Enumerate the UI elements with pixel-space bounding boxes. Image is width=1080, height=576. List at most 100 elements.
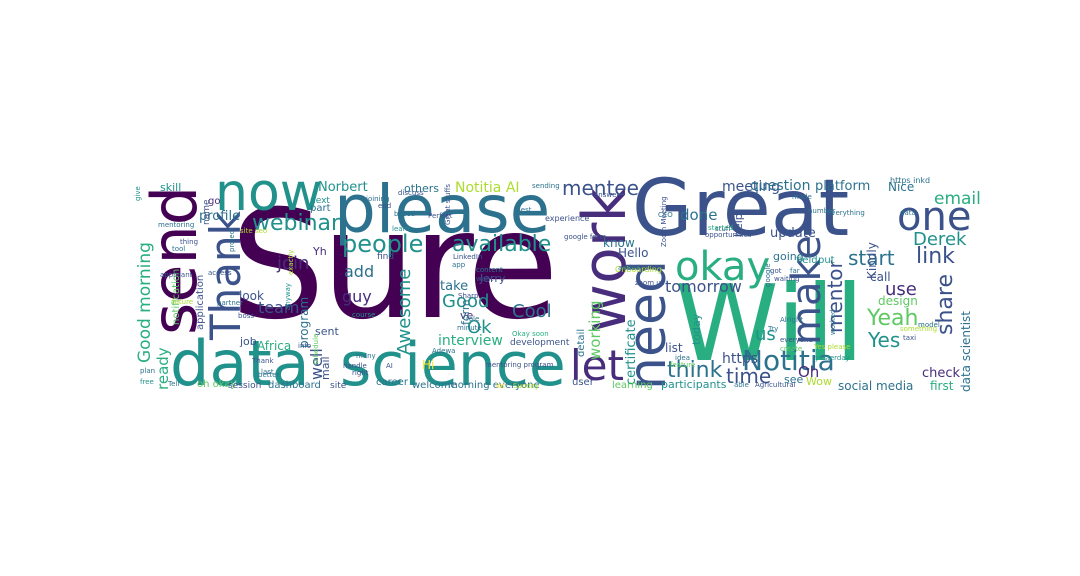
word: dashboard xyxy=(268,380,321,391)
word: opportunities xyxy=(705,231,752,239)
word: Good morning xyxy=(135,242,155,363)
word: user xyxy=(572,377,595,388)
word: skill xyxy=(160,181,181,194)
word: handle xyxy=(343,362,367,370)
word: number xyxy=(808,207,835,215)
word: Africa xyxy=(257,339,291,353)
word: us xyxy=(755,324,776,345)
word: Adewa xyxy=(432,347,455,355)
word: session xyxy=(228,381,261,391)
word: platform xyxy=(815,179,870,194)
word: waiting xyxy=(774,275,800,283)
word: last xyxy=(261,368,274,376)
word: worked xyxy=(829,310,837,335)
word: time xyxy=(726,364,771,388)
word: put xyxy=(818,255,835,266)
word: future xyxy=(172,298,193,306)
word: Sunday xyxy=(513,382,539,390)
word: experience xyxy=(545,214,589,223)
word: Sure xyxy=(230,179,555,353)
word: available xyxy=(452,232,551,257)
word: Alright xyxy=(780,316,803,324)
word: site xyxy=(330,381,347,391)
word: Onboarding xyxy=(615,265,662,274)
word: role xyxy=(466,315,479,323)
word: Great xyxy=(632,164,849,254)
word: let xyxy=(570,341,624,390)
word: use xyxy=(885,279,917,300)
word: Agricultural xyxy=(755,381,796,389)
word: yesterday xyxy=(815,354,850,362)
word: science xyxy=(340,330,566,395)
word: content xyxy=(476,266,503,274)
word: profile xyxy=(199,209,240,224)
word: list xyxy=(665,341,683,355)
word: mentoring program xyxy=(485,361,554,369)
word: learning xyxy=(612,380,653,391)
word: done xyxy=(680,206,717,224)
word: started xyxy=(708,224,733,232)
word: minute xyxy=(457,324,482,332)
word: made xyxy=(792,193,812,201)
word: https inkd xyxy=(890,176,930,185)
word: google xyxy=(764,263,772,287)
word: taxi xyxy=(903,334,916,342)
word: email xyxy=(934,189,981,209)
word: mentor xyxy=(823,259,847,333)
word: team xyxy=(258,298,300,317)
word: able xyxy=(734,381,749,389)
word: Awesome xyxy=(394,269,415,355)
word: tomorrow xyxy=(665,277,742,296)
word: create xyxy=(780,345,802,353)
word: job xyxy=(239,335,257,348)
word: far xyxy=(790,267,800,275)
word: Thank xyxy=(201,210,250,341)
word: lot xyxy=(496,382,505,390)
word: give xyxy=(134,186,142,201)
word: sending xyxy=(532,182,560,190)
word: sent xyxy=(315,325,339,338)
word: others xyxy=(404,182,439,195)
word: webinar xyxy=(252,211,341,236)
word: tool xyxy=(172,245,185,253)
word: morning everyone xyxy=(448,380,540,391)
word: one xyxy=(897,194,971,240)
word: plan xyxy=(140,367,155,375)
word: mentee xyxy=(562,176,639,200)
word: working xyxy=(586,301,604,361)
word-cloud-canvas: Sure Will Great send please data science… xyxy=(134,163,981,395)
word: something xyxy=(900,325,937,333)
word: next xyxy=(310,196,330,206)
word: answer xyxy=(594,191,619,199)
word: notification xyxy=(171,269,182,325)
word: discuss xyxy=(398,189,424,197)
word: well xyxy=(307,348,326,380)
word: help xyxy=(732,213,745,237)
word: Best xyxy=(516,206,532,214)
word: check xyxy=(922,366,961,381)
word: start xyxy=(848,246,895,270)
word: exactly xyxy=(287,250,295,275)
word: application xyxy=(195,275,206,330)
word: AI xyxy=(386,362,393,370)
word: Jerry xyxy=(479,272,506,285)
word: Try xyxy=(767,325,778,333)
word: Hello xyxy=(618,246,648,260)
word: Derek xyxy=(913,229,967,250)
word: schedule xyxy=(312,334,320,365)
word: guy xyxy=(342,287,372,306)
word: learn xyxy=(392,225,410,233)
word: Norbert xyxy=(318,180,368,195)
word: Great stuffs xyxy=(444,184,452,225)
word: feature xyxy=(670,361,695,369)
word: data xyxy=(900,209,916,217)
word: google form xyxy=(564,233,606,241)
word: going xyxy=(773,250,804,263)
word: Nice xyxy=(888,180,914,194)
word: okay xyxy=(675,244,770,290)
word: site seo xyxy=(240,227,267,235)
word: info xyxy=(298,342,311,350)
word: partner xyxy=(217,299,243,307)
word: join xyxy=(276,253,309,274)
word: take xyxy=(440,279,468,294)
